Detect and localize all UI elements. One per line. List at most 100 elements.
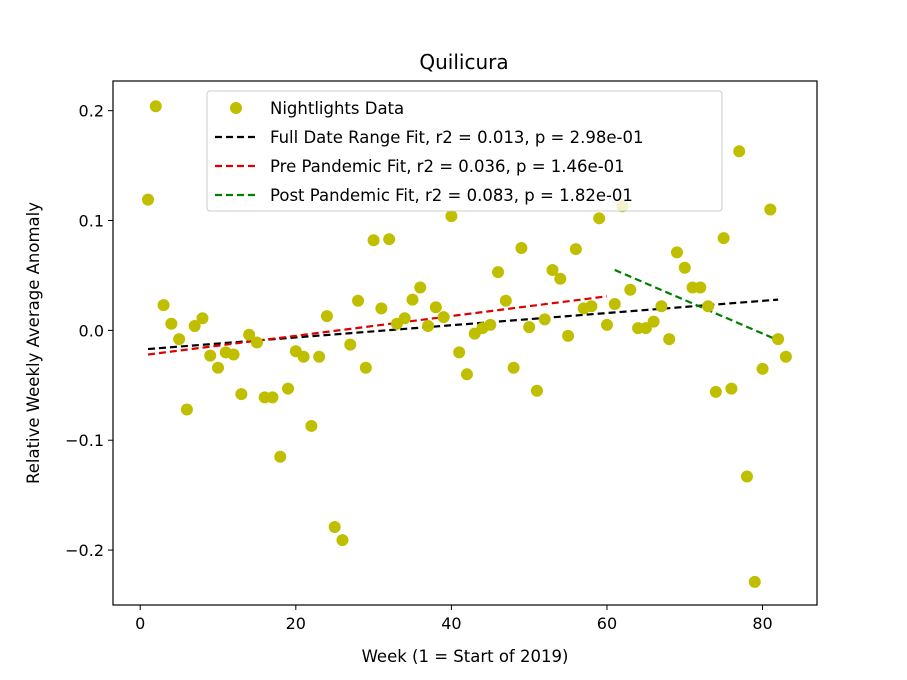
data-point: [344, 338, 357, 351]
data-point: [367, 234, 380, 247]
fit-line-3: [614, 268, 779, 342]
x-tick-label: 0: [135, 614, 145, 633]
data-point: [515, 241, 528, 254]
data-point: [678, 261, 691, 274]
data-point: [180, 403, 193, 416]
data-point: [624, 283, 637, 296]
data-point: [554, 272, 567, 285]
x-tick-label: 20: [286, 614, 306, 633]
x-axis-label: Week (1 = Start of 2019): [362, 647, 569, 666]
fit-line-2: [147, 295, 608, 356]
data-point: [414, 281, 427, 294]
data-point: [499, 294, 512, 307]
legend-entry-label: Post Pandemic Fit, r2 = 0.083, p = 1.82e…: [270, 186, 633, 205]
data-point: [142, 193, 155, 206]
data-points: [142, 100, 792, 588]
data-point: [725, 382, 738, 395]
data-point: [709, 385, 722, 398]
legend-entry-label: Full Date Range Fit, r2 = 0.013, p = 2.9…: [270, 128, 643, 147]
data-point: [243, 328, 256, 341]
x-tick-label: 40: [441, 614, 461, 633]
data-point: [484, 318, 497, 331]
data-point: [593, 212, 606, 225]
data-point: [694, 281, 707, 294]
data-point: [429, 301, 442, 314]
data-point: [375, 302, 388, 315]
plot-area-frame: [112, 80, 818, 606]
x-tick-label: 60: [597, 614, 617, 633]
data-point: [756, 362, 769, 375]
data-point: [212, 361, 225, 374]
chart-title: Quilicura: [419, 50, 508, 74]
data-point: [492, 266, 505, 279]
y-tick-label: −0.1: [65, 431, 104, 450]
data-point: [313, 350, 326, 363]
data-point: [655, 300, 668, 313]
data-point: [569, 243, 582, 256]
data-point: [717, 232, 730, 245]
data-point: [204, 349, 217, 362]
data-point: [546, 263, 559, 276]
data-point: [733, 145, 746, 158]
data-point: [608, 298, 621, 311]
data-point: [149, 100, 162, 113]
data-point: [772, 333, 785, 346]
data-point: [165, 317, 178, 330]
data-point: [585, 300, 598, 313]
data-point: [422, 319, 435, 332]
data-point: [562, 329, 575, 342]
fit-line-1: [147, 298, 779, 351]
data-point: [600, 318, 613, 331]
data-point: [523, 321, 536, 334]
data-point: [305, 419, 318, 432]
data-point: [359, 361, 372, 374]
data-point: [196, 312, 209, 325]
data-point: [702, 300, 715, 313]
data-point: [530, 384, 543, 397]
data-point: [507, 361, 520, 374]
data-point: [663, 333, 676, 346]
y-tick-label: −0.2: [65, 541, 104, 560]
fit-lines: [147, 268, 779, 356]
data-point: [437, 311, 450, 324]
data-point: [445, 210, 458, 223]
data-point: [336, 534, 349, 547]
data-point: [266, 391, 279, 404]
data-point: [748, 575, 761, 588]
x-axis-ticks: 0 20 40 60 80: [135, 605, 773, 633]
legend-entry-label: Nightlights Data: [270, 99, 404, 118]
data-point: [274, 450, 287, 463]
legend-entry-label: Pre Pandemic Fit, r2 = 0.036, p = 1.46e-…: [270, 157, 625, 176]
data-point: [406, 293, 419, 306]
data-point: [383, 233, 396, 246]
data-point: [398, 312, 411, 325]
y-tick-label: 0.1: [79, 212, 104, 231]
data-point: [453, 346, 466, 359]
data-point: [779, 350, 792, 363]
data-point: [188, 319, 201, 332]
y-axis-ticks: −0.2 −0.1 0.0 0.1 0.2: [65, 102, 113, 560]
y-axis-label: Relative Weekly Average Anomaly: [24, 202, 43, 484]
data-point: [250, 336, 263, 349]
legend-marker-swatch: [230, 102, 242, 114]
x-tick-label: 80: [752, 614, 772, 633]
data-point: [764, 203, 777, 216]
y-tick-label: 0.2: [79, 102, 104, 121]
data-point: [460, 368, 473, 381]
data-point: [328, 521, 341, 534]
data-point: [157, 299, 170, 312]
data-point: [173, 333, 186, 346]
data-point: [320, 310, 333, 323]
y-tick-label: 0.0: [79, 321, 104, 340]
data-point: [538, 313, 551, 326]
data-point: [227, 348, 240, 361]
data-point: [670, 246, 683, 259]
data-point: [647, 315, 660, 328]
data-point: [282, 382, 295, 395]
data-point: [740, 470, 753, 483]
data-point: [352, 294, 365, 307]
legend: Nightlights Data Full Date Range Fit, r2 …: [206, 90, 723, 212]
legend-box: [206, 90, 723, 212]
data-point: [297, 350, 310, 363]
